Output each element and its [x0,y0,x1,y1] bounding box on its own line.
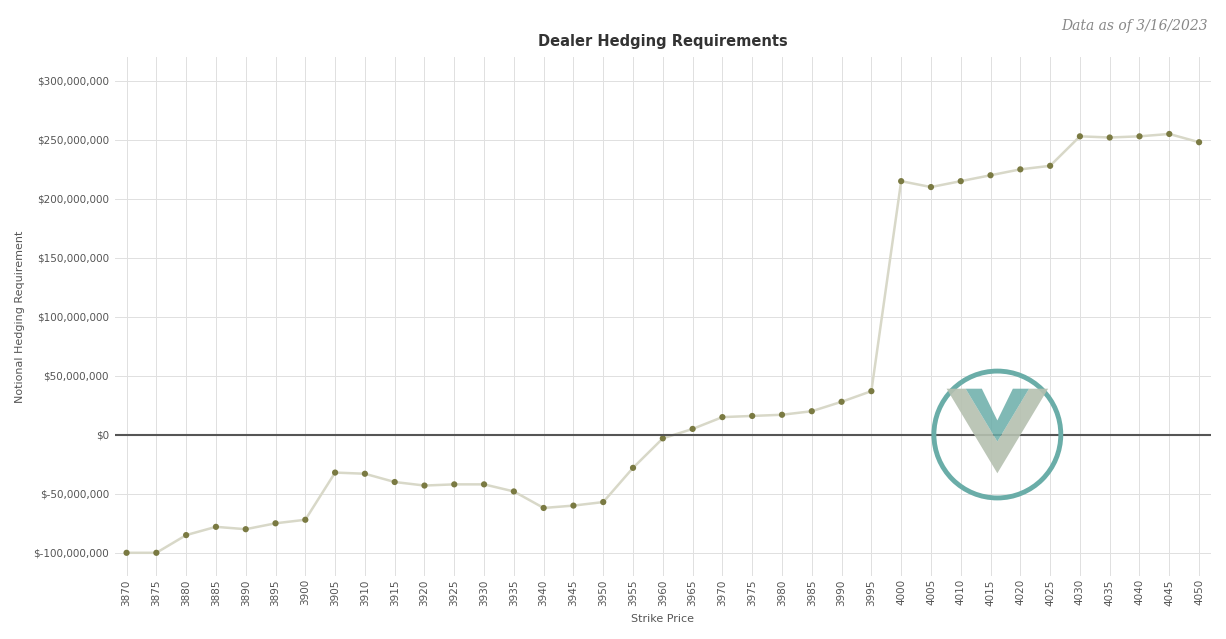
Polygon shape [966,389,1029,442]
Point [504,486,524,497]
Point [266,518,286,528]
Point [1070,131,1090,141]
X-axis label: Strike Price: Strike Price [631,614,694,624]
Point [593,497,613,507]
Polygon shape [946,389,1048,473]
Point [921,182,940,192]
Point [981,170,1000,180]
Point [147,548,167,558]
Title: Dealer Hedging Requirements: Dealer Hedging Requirements [538,34,787,49]
Point [623,463,642,473]
Point [683,424,702,434]
Y-axis label: Notional Hedging Requirement: Notional Hedging Requirement [15,231,25,403]
Point [564,500,584,511]
Point [445,479,465,489]
Point [474,479,494,489]
Point [325,468,345,478]
Text: Data as of 3/16/2023: Data as of 3/16/2023 [1060,19,1208,33]
Point [712,412,732,422]
Point [1100,132,1119,142]
Point [1041,161,1060,171]
Point [772,410,792,420]
Point [295,514,315,525]
Point [1010,164,1030,174]
Point [653,433,673,443]
Point [385,477,405,487]
Point [206,521,226,532]
Point [1189,137,1209,148]
Point [802,406,821,417]
Point [831,397,851,407]
Point [1129,131,1149,141]
Point [356,468,375,479]
Point [1160,129,1179,139]
Point [743,411,763,421]
Point [862,386,881,396]
Point [533,503,553,513]
Point [116,548,136,558]
Point [951,176,971,187]
Point [177,530,196,540]
Point [891,176,911,187]
Point [414,481,434,491]
Point [235,524,255,534]
